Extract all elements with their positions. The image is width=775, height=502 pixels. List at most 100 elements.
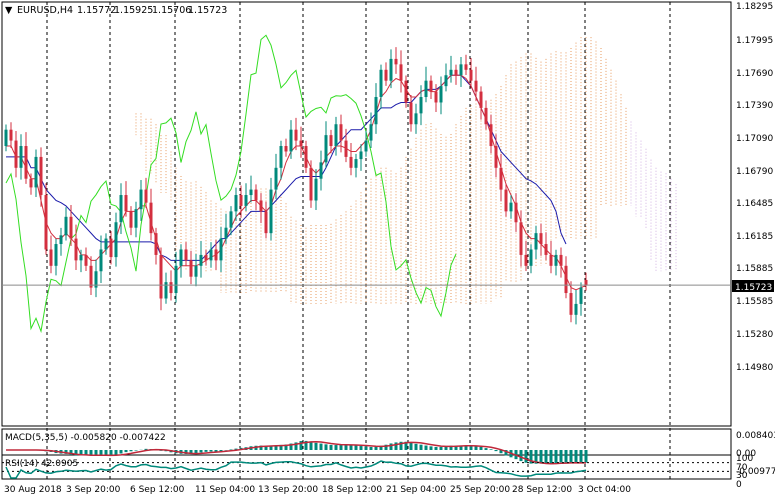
symbol-label: EURUSD,H4 bbox=[17, 5, 73, 16]
bull-candle bbox=[4, 129, 8, 147]
bull-candle bbox=[364, 140, 368, 152]
candlestick-series bbox=[4, 47, 588, 325]
bear-candle bbox=[299, 140, 303, 147]
bull-candle bbox=[19, 146, 23, 168]
time-tick: 25 Sep 20:00 bbox=[450, 485, 510, 495]
bull-candle bbox=[369, 124, 373, 141]
price-axis: 1.18295 1.17995 1.17690 1.17390 1.17090 … bbox=[736, 2, 773, 373]
bear-candle bbox=[284, 146, 288, 152]
bull-candle bbox=[414, 113, 418, 125]
rsi-label: RSI(14) 42.0905 bbox=[5, 459, 78, 469]
bull-candle bbox=[529, 249, 533, 266]
bear-candle bbox=[29, 178, 33, 188]
bull-candle bbox=[439, 86, 443, 103]
bear-candle bbox=[549, 254, 553, 266]
price-tick: 1.14980 bbox=[736, 363, 773, 373]
bull-candle bbox=[234, 195, 238, 212]
bull-candle bbox=[324, 135, 328, 163]
time-tick: 11 Sep 04:00 bbox=[195, 485, 255, 495]
bear-candle bbox=[404, 80, 408, 103]
bear-candle bbox=[344, 140, 348, 157]
bear-candle bbox=[564, 265, 568, 294]
price-tick: 1.15280 bbox=[736, 330, 773, 340]
bull-candle bbox=[579, 287, 583, 304]
bear-candle bbox=[184, 249, 188, 261]
price-tick: 1.15585 bbox=[736, 297, 773, 307]
time-tick: 3 Sep 20:00 bbox=[66, 485, 121, 495]
bull-candle bbox=[164, 282, 168, 299]
bull-candle bbox=[139, 189, 143, 210]
bear-candle bbox=[479, 91, 483, 108]
bear-candle bbox=[9, 129, 13, 141]
bear-candle bbox=[584, 279, 588, 286]
bear-candle bbox=[559, 254, 563, 266]
bear-candle bbox=[309, 167, 313, 201]
bear-candle bbox=[154, 233, 158, 255]
bear-candle bbox=[294, 129, 298, 141]
bull-candle bbox=[209, 249, 213, 261]
price-tick: 1.18295 bbox=[736, 2, 773, 12]
macd-axis-zero: 0.00 bbox=[736, 449, 756, 459]
bear-candle bbox=[264, 211, 268, 234]
bear-candle bbox=[349, 156, 353, 168]
bull-candle bbox=[104, 238, 108, 250]
bull-candle bbox=[249, 189, 253, 196]
rsi-axis-100: 100 bbox=[736, 454, 753, 464]
bear-candle bbox=[189, 260, 193, 277]
macd-label: MACD(5,35,5) -0.005820 -0.007422 bbox=[5, 433, 166, 443]
bull-candle bbox=[229, 211, 233, 228]
time-tick: 3 Oct 04:00 bbox=[578, 485, 631, 495]
bull-candle bbox=[374, 97, 378, 125]
time-tick: 18 Sep 12:00 bbox=[322, 485, 382, 495]
bear-candle bbox=[69, 216, 73, 239]
chart-menu-icon[interactable]: ▼ bbox=[5, 5, 13, 16]
macd-indicator bbox=[6, 440, 588, 465]
time-tick: 30 Aug 2018 bbox=[4, 485, 62, 495]
bull-candle bbox=[314, 178, 318, 201]
bull-candle bbox=[319, 162, 323, 179]
bear-candle bbox=[499, 167, 503, 190]
bear-candle bbox=[169, 282, 173, 294]
bear-candle bbox=[454, 69, 458, 76]
bull-candle bbox=[289, 129, 293, 152]
bull-candle bbox=[119, 195, 123, 223]
bull-candle bbox=[64, 216, 68, 236]
price-tick: 1.17390 bbox=[736, 101, 773, 111]
bear-candle bbox=[109, 238, 113, 258]
time-tick: 28 Sep 12:00 bbox=[512, 485, 572, 495]
bull-candle bbox=[459, 64, 463, 76]
bear-candle bbox=[74, 238, 78, 261]
bear-candle bbox=[89, 265, 93, 288]
bull-candle bbox=[424, 80, 428, 98]
bull-candle bbox=[244, 195, 248, 206]
rsi-axis-70: 70 bbox=[736, 463, 748, 473]
bear-candle bbox=[409, 102, 413, 125]
bear-candle bbox=[49, 249, 53, 266]
price-tick: 1.17690 bbox=[736, 69, 773, 79]
bull-candle bbox=[574, 303, 578, 315]
rsi-pane bbox=[1, 454, 732, 480]
bull-candle bbox=[174, 265, 178, 294]
bull-candle bbox=[509, 202, 513, 212]
macd-axis-bottom: -0.009774 bbox=[736, 467, 775, 477]
bull-candle bbox=[99, 249, 103, 272]
bull-candle bbox=[54, 244, 58, 266]
bear-candle bbox=[539, 233, 543, 245]
rsi-indicator bbox=[2, 460, 731, 479]
bear-candle bbox=[489, 124, 493, 147]
bear-candle bbox=[44, 195, 48, 250]
bear-candle bbox=[204, 254, 208, 261]
macd-signal-line bbox=[6, 441, 586, 465]
bull-candle bbox=[219, 238, 223, 261]
bull-candle bbox=[224, 227, 228, 239]
bull-candle bbox=[269, 189, 273, 234]
bear-candle bbox=[144, 189, 148, 203]
bear-candle bbox=[304, 146, 308, 168]
bear-candle bbox=[339, 124, 343, 141]
bear-candle bbox=[494, 146, 498, 168]
bear-candle bbox=[84, 254, 88, 266]
bear-candle bbox=[519, 222, 523, 255]
